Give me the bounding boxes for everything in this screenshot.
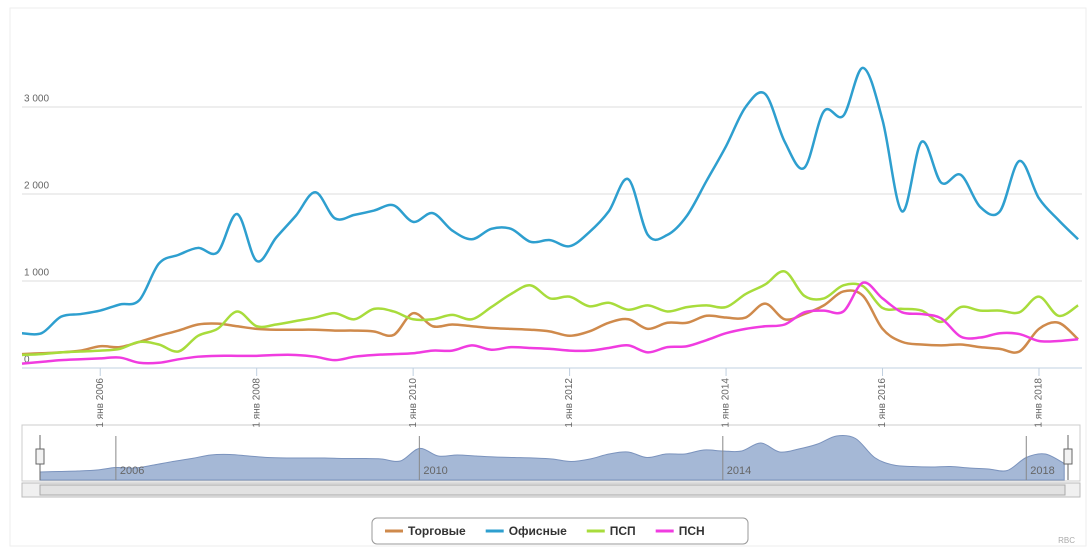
x-tick-label: 1 янв 2016 [877,378,888,428]
navigator-area [39,434,1065,481]
legend-label[interactable]: ПСН [679,524,705,538]
x-tick-label: 1 янв 2008 [251,378,262,428]
navigator-tick-label: 2006 [120,465,144,477]
scrollbar-thumb[interactable] [39,484,1066,496]
x-tick-label: 1 янв 2010 [408,378,419,428]
series-line [21,289,1079,356]
legend-label[interactable]: Офисные [509,524,567,538]
navigator-tick-label: 2014 [727,465,751,477]
y-tick-label: 0 [24,355,30,366]
series-line [21,66,1079,336]
navigator-handle[interactable] [35,448,45,465]
y-tick-label: 2 000 [24,181,49,192]
legend-label[interactable]: ПСП [610,524,636,538]
series-line [21,281,1079,365]
y-tick-label: 3 000 [24,94,49,105]
navigator-handle[interactable] [1063,448,1073,465]
x-tick-label: 1 янв 2018 [1034,378,1045,428]
x-tick-label: 1 янв 2014 [721,378,732,428]
credit: RBC [1058,536,1075,545]
series-line [21,270,1079,357]
legend-label[interactable]: Торговые [408,524,466,538]
x-tick-label: 1 янв 2012 [564,378,575,428]
y-tick-label: 1 000 [24,268,49,279]
legend [371,517,749,545]
navigator-tick-label: 2018 [1030,465,1054,477]
navigator-tick-label: 2010 [423,465,447,477]
x-tick-label: 1 янв 2006 [95,378,106,428]
